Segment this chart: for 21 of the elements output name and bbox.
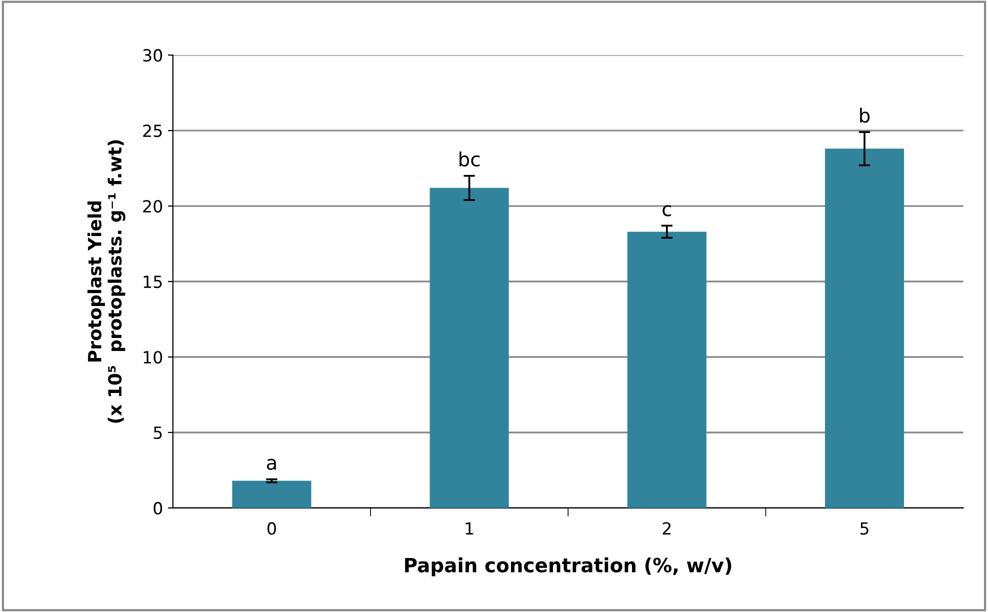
x-tick-label: 2	[662, 522, 671, 535]
y-tick-label: 5	[154, 426, 162, 440]
bar	[430, 188, 509, 508]
bar	[627, 232, 706, 508]
y-tick-label: 0	[154, 502, 162, 515]
bar	[824, 148, 904, 508]
bar	[232, 480, 312, 508]
x-tick-label: 5	[860, 522, 868, 535]
x-axis-title: Papain concentration (%, w/v)	[405, 557, 732, 576]
y-tick-label: 10	[144, 350, 162, 364]
x-tick-label: 0	[267, 522, 276, 535]
x-tick-label: 1	[466, 522, 474, 535]
annotation: bc	[460, 151, 480, 167]
y-tick-label: 15	[144, 276, 162, 288]
annotation: c	[662, 205, 672, 216]
y-axis-title: Protoplast Yield (x 10⁵ protoplasts. g⁻¹ f.wt)	[87, 140, 126, 423]
y-tick-label: 20	[143, 200, 162, 213]
annotation: a	[266, 458, 276, 470]
y-tick-label: 30	[143, 49, 162, 62]
annotation: b	[860, 108, 870, 123]
y-tick-label: 25	[143, 124, 162, 138]
